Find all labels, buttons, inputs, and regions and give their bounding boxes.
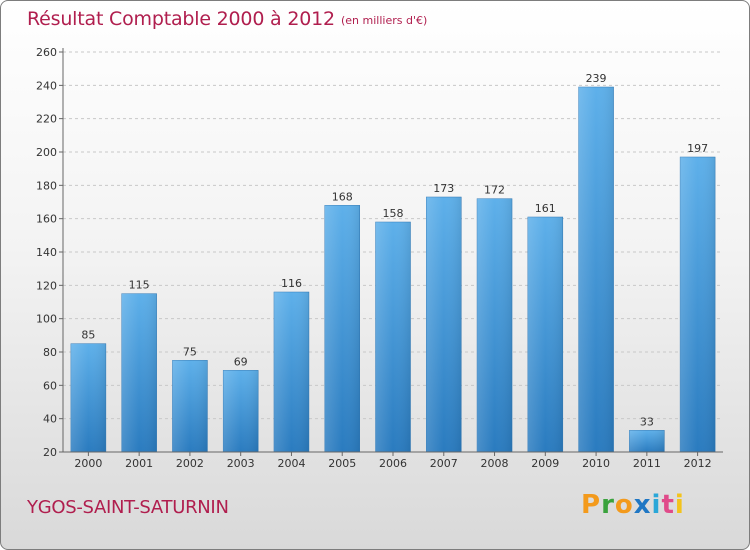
bar-shine-2011 [629,430,665,452]
logo-letter: P [581,490,602,520]
y-tick-label: 160 [36,213,57,226]
value-label-2007: 173 [433,182,454,195]
y-tick-label: 60 [43,379,57,392]
bar-shine-2002 [172,360,208,452]
value-label-2009: 161 [535,202,556,215]
bar-shine-2009 [527,217,563,452]
y-tick-label: 200 [36,146,57,159]
logo-letter: i [674,490,685,520]
logo-letter: t [661,490,675,520]
y-tick-label: 240 [36,79,57,92]
bar-shine-2007 [426,197,462,452]
x-tick-label-2004: 2004 [277,457,305,470]
x-tick-label-2005: 2005 [328,457,356,470]
y-tick-label: 100 [36,313,57,326]
logo-letter: o [614,490,634,520]
value-label-2006: 158 [383,207,404,220]
x-tick-label-2008: 2008 [481,457,509,470]
bar-shine-2008 [477,198,513,452]
y-tick-label: 180 [36,179,57,192]
bar-shine-2001 [121,293,157,452]
value-label-2002: 75 [183,345,197,358]
bar-shine-2003 [223,370,259,452]
y-tick-label: 220 [36,113,57,126]
commune-name: YGOS-SAINT-SATURNIN [27,497,229,518]
proxiti-logo: Proxiti [581,490,685,520]
value-label-2010: 239 [586,72,607,85]
value-label-2008: 172 [484,184,505,197]
value-label-2005: 168 [332,190,353,203]
bar-chart: 85 115 75 69 116 168 158 173 172 161 239 33 197 20 40… [36,46,723,470]
bar-shine-2004 [273,292,309,452]
bar-shine-2010 [578,87,614,452]
value-label-2004: 116 [281,277,302,290]
x-tick-label-2011: 2011 [633,457,661,470]
value-label-2003: 69 [234,355,248,368]
y-tick-label: 120 [36,279,57,292]
chart-title: Résultat Comptable 2000 à 2012 [27,8,335,30]
bar-shine-2006 [375,222,411,452]
x-tick-label-2002: 2002 [176,457,204,470]
x-tick-label-2009: 2009 [531,457,559,470]
bar-shine-2012 [680,157,716,452]
y-tick-label: 40 [43,413,57,426]
value-label-2001: 115 [129,279,150,292]
value-label-2011: 33 [640,415,654,428]
y-tick-label: 20 [43,446,57,459]
x-tick-label-2000: 2000 [74,457,102,470]
chart-subtitle: (en milliers d'€) [341,14,428,27]
y-tick-label: 260 [36,46,57,59]
logo-letter: r [601,490,615,520]
logo-letter: i [651,490,662,520]
logo-letter: x [633,490,652,520]
y-tick-label: 80 [43,346,57,359]
bar-shine-2000 [70,343,106,452]
x-tick-label-2010: 2010 [582,457,610,470]
x-tick-label-2006: 2006 [379,457,407,470]
value-label-2000: 85 [81,329,95,342]
x-tick-label-2001: 2001 [125,457,153,470]
x-tick-label-2003: 2003 [227,457,255,470]
bar-shine-2005 [324,205,360,452]
x-tick-label-2007: 2007 [430,457,458,470]
y-tick-label: 140 [36,246,57,259]
x-tick-label-2012: 2012 [684,457,712,470]
value-label-2012: 197 [687,142,708,155]
